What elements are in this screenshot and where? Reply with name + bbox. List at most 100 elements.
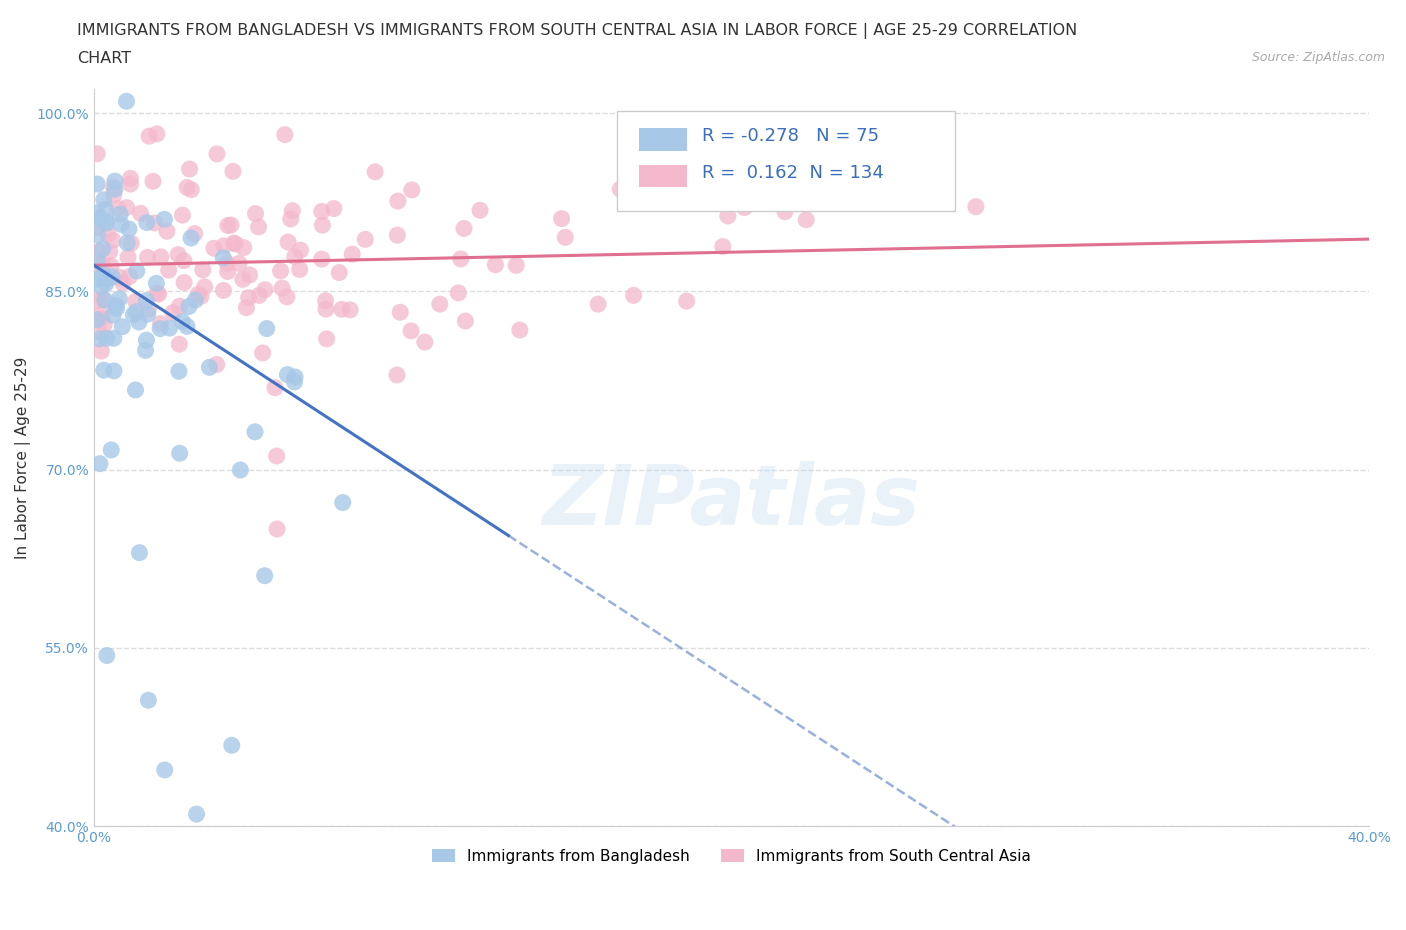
- Point: [91, 311, 114, 325]
- Point: [103, 179, 125, 194]
- Point: [97, 272, 120, 286]
- Point: [387, 193, 409, 208]
- Point: [94, 202, 117, 217]
- Point: [454, 313, 477, 328]
- Point: [167, 364, 190, 379]
- Point: [212, 250, 235, 265]
- Point: [672, 193, 695, 207]
- Point: [173, 275, 195, 290]
- Point: [93, 193, 115, 207]
- Point: [264, 380, 287, 395]
- Point: [120, 177, 142, 192]
- Point: [149, 316, 172, 331]
- Point: [105, 300, 128, 315]
- Point: [217, 218, 239, 232]
- Point: [118, 269, 141, 284]
- Point: [117, 235, 139, 250]
- Point: [270, 263, 292, 278]
- Point: [266, 522, 288, 537]
- Point: [217, 264, 239, 279]
- Point: [217, 256, 239, 271]
- Point: [238, 290, 260, 305]
- Point: [177, 299, 200, 314]
- Point: [675, 294, 697, 309]
- Point: [179, 162, 201, 177]
- Point: [311, 252, 333, 267]
- Point: [232, 272, 254, 286]
- Point: [413, 335, 436, 350]
- Point: [86, 211, 108, 226]
- Point: [315, 293, 337, 308]
- Point: [135, 333, 157, 348]
- Point: [509, 323, 531, 338]
- Point: [256, 321, 278, 336]
- Point: [468, 203, 491, 218]
- Point: [176, 180, 198, 195]
- Point: [115, 200, 138, 215]
- Point: [145, 276, 167, 291]
- Point: [332, 495, 354, 510]
- Point: [253, 283, 276, 298]
- Point: [554, 230, 576, 245]
- Point: [118, 221, 141, 236]
- Point: [86, 177, 108, 192]
- Point: [108, 270, 131, 285]
- Point: [143, 216, 166, 231]
- Point: [91, 268, 114, 283]
- Point: [93, 317, 115, 332]
- Point: [281, 204, 304, 219]
- Point: [138, 301, 160, 316]
- Point: [98, 245, 121, 259]
- Point: [187, 286, 209, 301]
- Point: [235, 300, 257, 315]
- Point: [149, 249, 172, 264]
- Point: [280, 211, 302, 226]
- Point: [550, 211, 572, 226]
- Point: [142, 174, 165, 189]
- Point: [198, 360, 221, 375]
- Point: [274, 127, 297, 142]
- Point: [176, 319, 198, 334]
- Point: [103, 364, 125, 379]
- Point: [222, 164, 245, 179]
- Point: [120, 236, 142, 251]
- Point: [103, 187, 125, 202]
- Point: [86, 253, 108, 268]
- Point: [86, 272, 108, 286]
- Point: [229, 462, 252, 477]
- Point: [734, 200, 756, 215]
- Point: [125, 304, 148, 319]
- Text: IMMIGRANTS FROM BANGLADESH VS IMMIGRANTS FROM SOUTH CENTRAL ASIA IN LABOR FORCE : IMMIGRANTS FROM BANGLADESH VS IMMIGRANTS…: [77, 23, 1077, 39]
- Point: [276, 289, 298, 304]
- Point: [342, 246, 364, 261]
- Point: [103, 331, 125, 346]
- Point: [94, 276, 117, 291]
- Text: R =  0.162  N = 134: R = 0.162 N = 134: [702, 164, 884, 181]
- Point: [135, 215, 157, 230]
- Point: [136, 307, 159, 322]
- Point: [89, 331, 111, 346]
- Point: [190, 289, 212, 304]
- Point: [104, 298, 127, 312]
- Point: [115, 94, 138, 109]
- Point: [284, 249, 307, 264]
- Point: [173, 253, 195, 268]
- Point: [86, 220, 108, 235]
- Point: [484, 258, 506, 272]
- Point: [110, 206, 132, 221]
- Point: [965, 199, 987, 214]
- Point: [169, 299, 191, 313]
- Point: [387, 228, 409, 243]
- Point: [162, 305, 184, 320]
- Point: [183, 226, 205, 241]
- Point: [120, 171, 142, 186]
- Point: [276, 367, 298, 382]
- Point: [87, 228, 110, 243]
- Point: [101, 270, 124, 285]
- Point: [429, 297, 451, 312]
- Point: [167, 247, 190, 262]
- Point: [228, 256, 250, 271]
- Point: [135, 343, 157, 358]
- Point: [219, 218, 242, 232]
- Point: [122, 308, 145, 323]
